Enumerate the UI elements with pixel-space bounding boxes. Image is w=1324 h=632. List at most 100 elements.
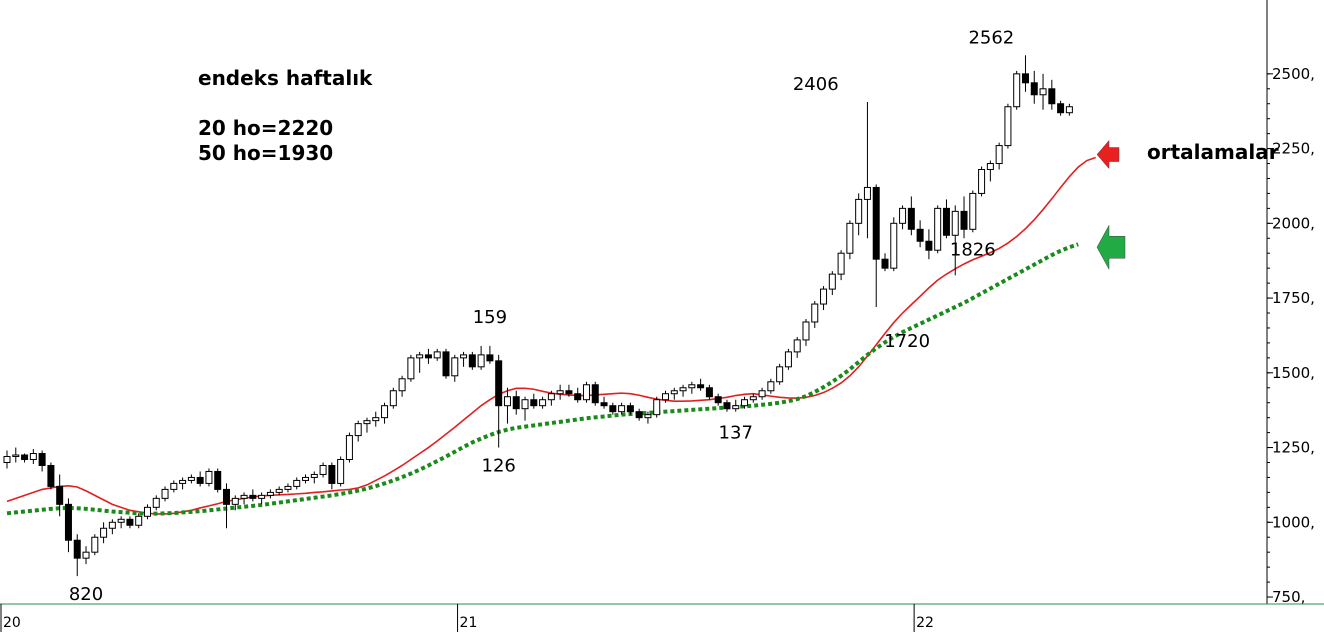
y-axis: 750, 1000, 1250, 1500, 1750, 2000, 2250, 2500, [1266,0,1315,606]
candle [697,378,705,391]
candle-body [574,393,582,401]
candle [1021,55,1029,92]
candle-body [1004,106,1012,147]
candle [29,449,37,464]
y-tick-label: 1500, [1272,364,1315,382]
annotation-label: 159 [473,307,507,328]
candle [820,286,828,311]
candle [811,301,819,328]
candle-body [916,228,924,242]
candle-body [231,497,239,505]
x-tick-label: 22 [916,615,934,631]
candle [108,519,116,535]
candle [310,471,318,484]
candle-body [600,402,608,407]
candle-body [363,420,371,425]
y-tick-label: 1750, [1272,289,1315,307]
candle-body [117,518,125,523]
candle-body [978,169,986,194]
candle [468,351,476,370]
candle [653,396,661,418]
candle [64,498,72,553]
candle-body [56,485,64,505]
candle [741,396,749,409]
candle-body [73,539,81,559]
candle-body [143,506,151,517]
candle [837,250,845,281]
candle-body [670,390,678,395]
candles [3,55,1073,577]
markers [1096,139,1126,270]
candle [319,462,327,478]
candle [907,196,915,236]
candle [626,402,634,415]
candle-body [802,321,810,341]
candle [1048,79,1056,110]
candle [855,193,863,236]
candle-body [214,470,222,490]
candle [486,345,494,364]
candle-body [1013,73,1021,108]
candle [881,253,889,272]
candle-body [565,390,573,395]
candle [82,546,90,565]
candle [266,489,274,499]
candle [969,190,977,233]
candle-body [609,405,617,413]
candle [925,229,933,260]
candle-body [662,393,669,401]
moving-average-series [6,156,1096,516]
candle-body [135,515,143,526]
candle-body [12,454,20,458]
candle-body [986,163,994,171]
candle [302,474,310,484]
candle [381,402,389,424]
annotations: 820 159 126 137 1720 1826 2406 2562 [69,27,1014,605]
candle-body [284,485,292,490]
candle [100,522,108,544]
candle [258,492,266,505]
candle-body [126,518,134,526]
candle-body [907,207,915,230]
y-tick-label: 2500, [1272,65,1315,83]
candle-body [846,222,854,254]
candle-body [477,354,485,368]
candle [416,351,424,373]
annotation-label: 1720 [884,331,930,352]
candle-body [398,378,406,392]
candle [21,453,29,463]
candle [117,516,125,529]
candle [591,381,599,406]
candle [477,345,485,370]
candle-body [354,423,362,437]
candle-body [179,479,187,484]
candle-body [82,551,90,559]
candle [275,486,283,496]
candle-body [495,360,503,407]
candle [995,142,1003,170]
candle-body [460,354,468,359]
y-tick-label: 750, [1272,588,1305,606]
candle-body [618,405,626,413]
candle-body [653,399,661,416]
candle [143,504,151,520]
candle [372,411,380,427]
candle [609,402,617,415]
candle-body [679,387,687,392]
candle-body [152,497,160,508]
candle [916,220,924,248]
candle [389,387,397,409]
candle [547,390,555,406]
candle [793,336,801,358]
green-arrow [1096,225,1126,270]
candle [442,348,450,379]
candle-body [258,494,266,499]
candle [662,390,669,403]
annotation-label: 2562 [968,27,1014,48]
candle [530,393,538,409]
candle [73,534,81,577]
candle-body [433,351,441,359]
candle [951,205,959,276]
candle-body [372,417,380,422]
